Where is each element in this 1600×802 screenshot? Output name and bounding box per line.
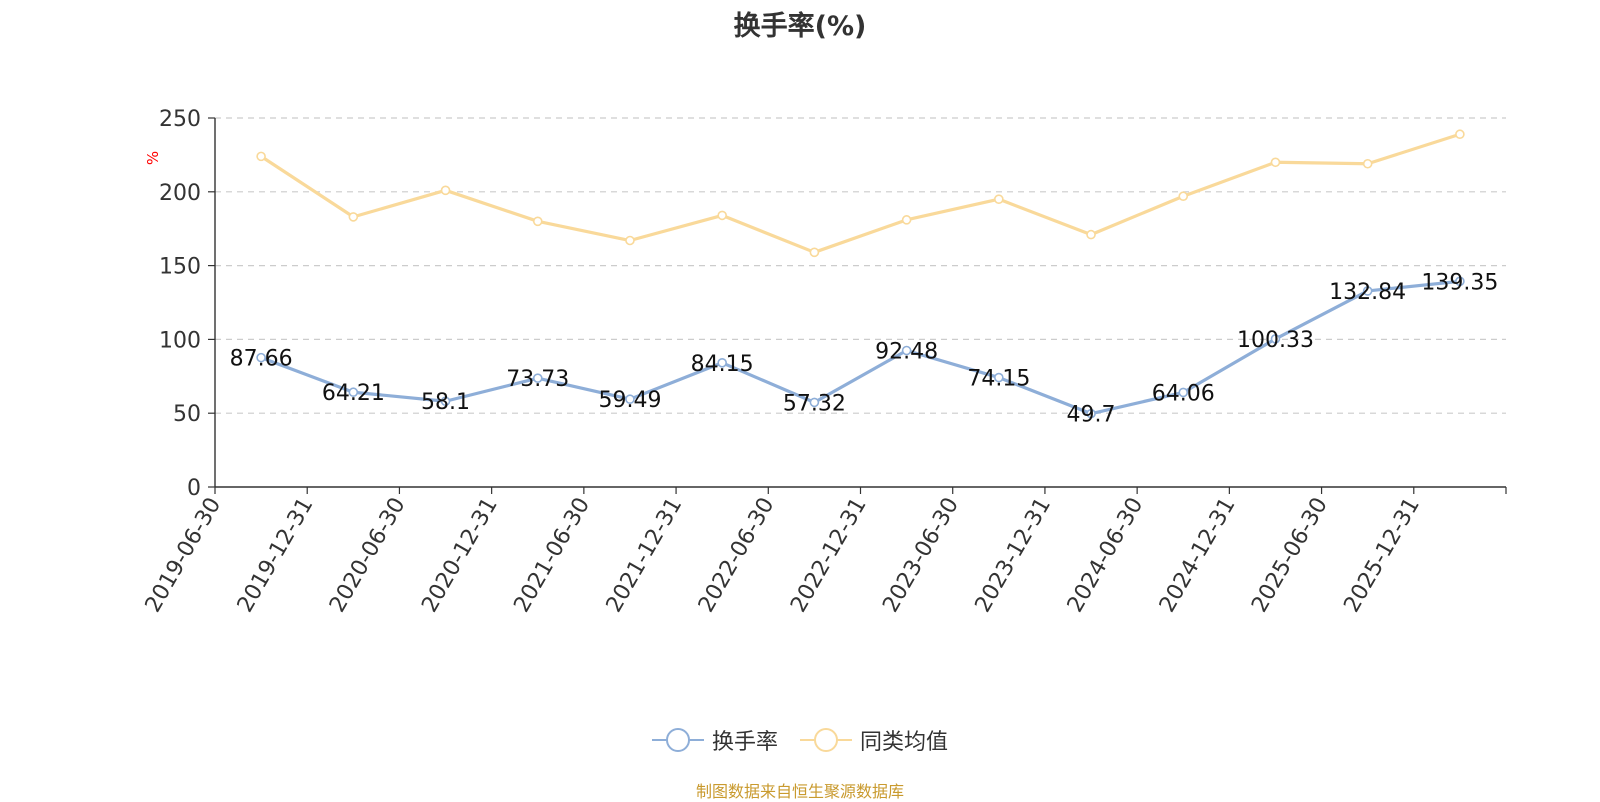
x-tick-label-2021-12-31: 2021-12-31: [602, 494, 688, 617]
data-label-2019-06-30: 87.66: [230, 347, 293, 372]
point-同类均值-2020-06-30: [440, 185, 451, 196]
y-tick-label-150: 150: [159, 255, 201, 280]
y-tick-label-50: 50: [173, 402, 201, 427]
point-换手率-2019-12-31: [348, 387, 359, 398]
y-axis-unit-label: %: [144, 151, 162, 165]
data-label-2024-12-31: 100.33: [1237, 328, 1314, 353]
point-同类均值-2019-12-31: [348, 212, 359, 222]
point-换手率-2023-06-30: [994, 372, 1004, 383]
point-同类均值-2021-12-31: [717, 210, 727, 221]
legend-peer-label: 同类均值: [860, 730, 949, 755]
data-label-2023-12-31: 49.7: [1067, 403, 1116, 428]
x-tick-label-2019-06-30: 2019-06-30: [141, 494, 227, 617]
data-label-2022-06-30: 57.32: [783, 391, 846, 416]
series: [256, 129, 1465, 419]
point-换手率-2020-12-31: [532, 373, 543, 383]
data-labels: 87.66 64.21 58.1 73.73 59.49 84.15 57.32 92.48 7…: [230, 270, 1499, 427]
legend-item-peer-average[interactable]: 同类均值: [800, 724, 948, 756]
data-label-2023-06-30: 74.15: [967, 367, 1030, 392]
x-tick-label-2024-12-31: 2024-12-31: [1155, 494, 1241, 617]
point-换手率-2020-06-30: [440, 396, 451, 407]
x-tick-label-2020-06-30: 2020-06-30: [325, 494, 411, 617]
data-label-2020-06-30: 58.1: [421, 390, 470, 415]
x-tick-label-2024-06-30: 2024-06-30: [1063, 494, 1149, 617]
point-同类均值-2025-12-31: [1455, 129, 1465, 140]
y-tick-label-200: 200: [159, 181, 201, 206]
point-同类均值-2024-12-31: [1270, 157, 1281, 168]
x-tick-label-2021-06-30: 2021-06-30: [509, 494, 595, 617]
point-换手率-2022-06-30: [809, 397, 820, 408]
x-tick-label-2020-12-31: 2020-12-31: [417, 494, 503, 617]
data-label-2020-12-31: 73.73: [506, 367, 569, 392]
legend-item-turnover[interactable]: 换手率: [651, 724, 778, 756]
x-tick-label-2023-12-31: 2023-12-31: [971, 494, 1057, 617]
point-换手率-2023-12-31: [1086, 408, 1096, 419]
point-换手率-2021-12-31: [717, 357, 727, 368]
point-同类均值-2024-06-30: [1178, 191, 1189, 202]
data-label-2021-12-31: 84.15: [691, 352, 754, 377]
x-tick-label-2022-12-31: 2022-12-31: [786, 494, 872, 617]
data-label-2025-12-31: 139.35: [1421, 270, 1498, 295]
y-tick-label-250: 250: [159, 107, 201, 132]
point-换手率-2019-06-30: [256, 352, 266, 363]
legend-peer-marker-icon: [800, 727, 852, 753]
point-换手率-2022-12-31: [901, 345, 912, 356]
point-同类均值-2023-06-30: [994, 194, 1004, 204]
legend-turnover-marker-icon: [651, 727, 704, 753]
x-tick-label-2025-12-31: 2025-12-31: [1339, 494, 1425, 617]
point-换手率-2021-06-30: [625, 394, 635, 404]
point-同类均值-2019-06-30: [256, 151, 266, 162]
data-label-2021-06-30: 59.49: [598, 388, 661, 413]
y-tick-label-100: 100: [159, 328, 201, 353]
point-同类均值-2025-06-30: [1362, 158, 1373, 169]
series-line-同类均值: [260, 132, 1461, 254]
y-tick-label-0: 0: [187, 476, 201, 501]
point-同类均值-2022-12-31: [901, 215, 912, 225]
chart-title: 换手率(%): [733, 11, 867, 42]
legend-turnover-label: 换手率: [711, 730, 778, 755]
legend: 换手率 同类均值: [0, 720, 1600, 760]
point-同类均值-2023-12-31: [1086, 229, 1096, 240]
point-换手率-2024-12-31: [1270, 334, 1281, 344]
data-label-2019-12-31: 64.21: [322, 381, 385, 406]
x-tick-label-2023-06-30: 2023-06-30: [878, 494, 964, 617]
point-同类均值-2021-06-30: [625, 235, 635, 246]
series-line-换手率: [260, 279, 1461, 416]
point-换手率-2025-06-30: [1362, 286, 1373, 296]
point-换手率-2025-12-31: [1455, 276, 1465, 287]
data-label-2024-06-30: 64.06: [1152, 381, 1215, 406]
data-label-2025-06-30: 132.84: [1329, 280, 1406, 305]
data-label-2022-12-31: 92.48: [875, 339, 938, 364]
point-同类均值-2020-12-31: [532, 216, 543, 227]
x-tick-label-2022-06-30: 2022-06-30: [694, 494, 780, 617]
point-同类均值-2022-06-30: [809, 247, 820, 258]
point-换手率-2024-06-30: [1178, 387, 1189, 398]
x-tick-label-2019-12-31: 2019-12-31: [233, 494, 319, 617]
source-note: 制图数据来自恒生聚源数据库: [695, 782, 904, 801]
x-tick-label-2025-06-30: 2025-06-30: [1247, 494, 1333, 617]
